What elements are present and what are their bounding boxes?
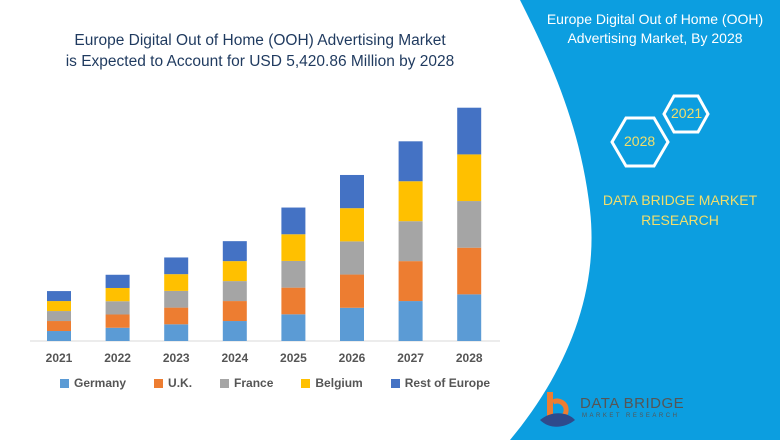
bar-rest-of-europe-2025 [281,207,306,235]
x-tick-label: 2028 [456,351,483,365]
bar-u-k--2023 [164,307,189,325]
side-title-line-2: Advertising Market, By 2028 [567,30,743,46]
bar-germany-2027 [398,301,423,341]
legend-label: Germany [74,376,127,390]
chart-title: Europe Digital Out of Home (OOH) Adverti… [30,30,490,72]
bar-u-k--2024 [222,301,247,322]
bar-belgium-2024 [222,261,247,282]
title-line-2: is Expected to Account for USD 5,420.86 … [65,53,455,70]
legend-item: Germany [60,376,126,390]
bar-germany-2021 [47,331,71,341]
x-tick-label: 2025 [280,351,307,365]
legend-item: Belgium [301,376,363,390]
bar-u-k--2026 [340,274,364,308]
x-tick-label: 2027 [397,351,424,365]
x-tick-label: 2022 [104,351,131,365]
bar-belgium-2022 [105,287,130,302]
bar-france-2021 [47,311,71,322]
legend-label: U.K. [168,376,193,390]
bar-france-2025 [281,260,306,288]
side-title-line-1: Europe Digital Out of Home (OOH) [546,11,764,27]
bar-france-2026 [340,241,364,275]
bar-rest-of-europe-2026 [340,174,364,209]
chart-area: 2021 2022 2023 2024 2025 2026 2027 2028 [30,107,500,365]
logo-subtext: MARKET RESEARCH [582,413,680,419]
bar-france-2027 [398,221,423,262]
x-tick-label: 2026 [339,351,366,365]
x-tick-label: 2024 [221,351,248,365]
bar-germany-2023 [164,324,189,341]
brand-line-2: RESEARCH [641,212,719,228]
bar-belgium-2021 [47,301,71,312]
hexagon-2021 [662,94,710,134]
legend-swatch [154,378,164,388]
bar-france-2022 [105,301,130,315]
bar-germany-2025 [281,314,306,341]
legend-swatch [220,378,230,388]
hex-label-2028: 2028 [624,133,656,149]
title-line-1: Europe Digital Out of Home (OOH) Adverti… [74,32,446,49]
bar-rest-of-europe-2027 [398,141,423,182]
hexagon-2028 [610,116,670,168]
brand-text: DATA BRIDGE MARKET RESEARCH [590,190,770,230]
bar-france-2024 [222,281,247,302]
legend: Germany U.K. France Belgium Rest of Europe [60,376,518,390]
x-tick-label: 2021 [46,351,73,365]
bar-belgium-2027 [398,181,423,222]
bar-rest-of-europe-2021 [47,291,71,302]
bar-france-2028 [457,201,482,248]
legend-swatch [390,378,400,388]
logo-text: DATA BRIDGE [580,395,685,412]
legend-swatch [301,378,311,388]
legend-item: France [220,376,273,390]
bar-germany-2022 [105,327,130,341]
legend-label: Belgium [315,376,363,390]
side-title: Europe Digital Out of Home (OOH) Adverti… [530,10,780,48]
legend-label: France [234,376,274,390]
bar-belgium-2023 [164,274,189,291]
legend-item: U.K. [154,376,192,390]
bar-france-2023 [164,290,189,308]
logo-icon [540,392,575,427]
bar-u-k--2027 [398,261,423,302]
hex-label-2021: 2021 [671,105,703,121]
bar-rest-of-europe-2022 [105,274,130,288]
x-tick-label: 2023 [163,351,190,365]
bar-u-k--2022 [105,314,130,328]
brand-line-1: DATA BRIDGE MARKET [602,192,758,208]
bar-germany-2026 [340,307,364,341]
bar-rest-of-europe-2023 [164,257,189,275]
legend-label: Rest of Europe [404,376,491,390]
bar-belgium-2026 [340,208,364,242]
bar-rest-of-europe-2028 [457,107,482,155]
side-panel [510,0,780,440]
bar-rest-of-europe-2024 [222,241,247,262]
bar-u-k--2025 [281,287,306,315]
legend-item: Rest of Europe [390,376,491,390]
legend-swatch [60,378,69,388]
bar-germany-2024 [222,321,247,341]
bar-germany-2028 [457,294,482,341]
bar-belgium-2028 [457,154,482,202]
bar-u-k--2021 [47,321,71,332]
bar-belgium-2025 [281,234,306,261]
bar-u-k--2028 [457,247,482,295]
